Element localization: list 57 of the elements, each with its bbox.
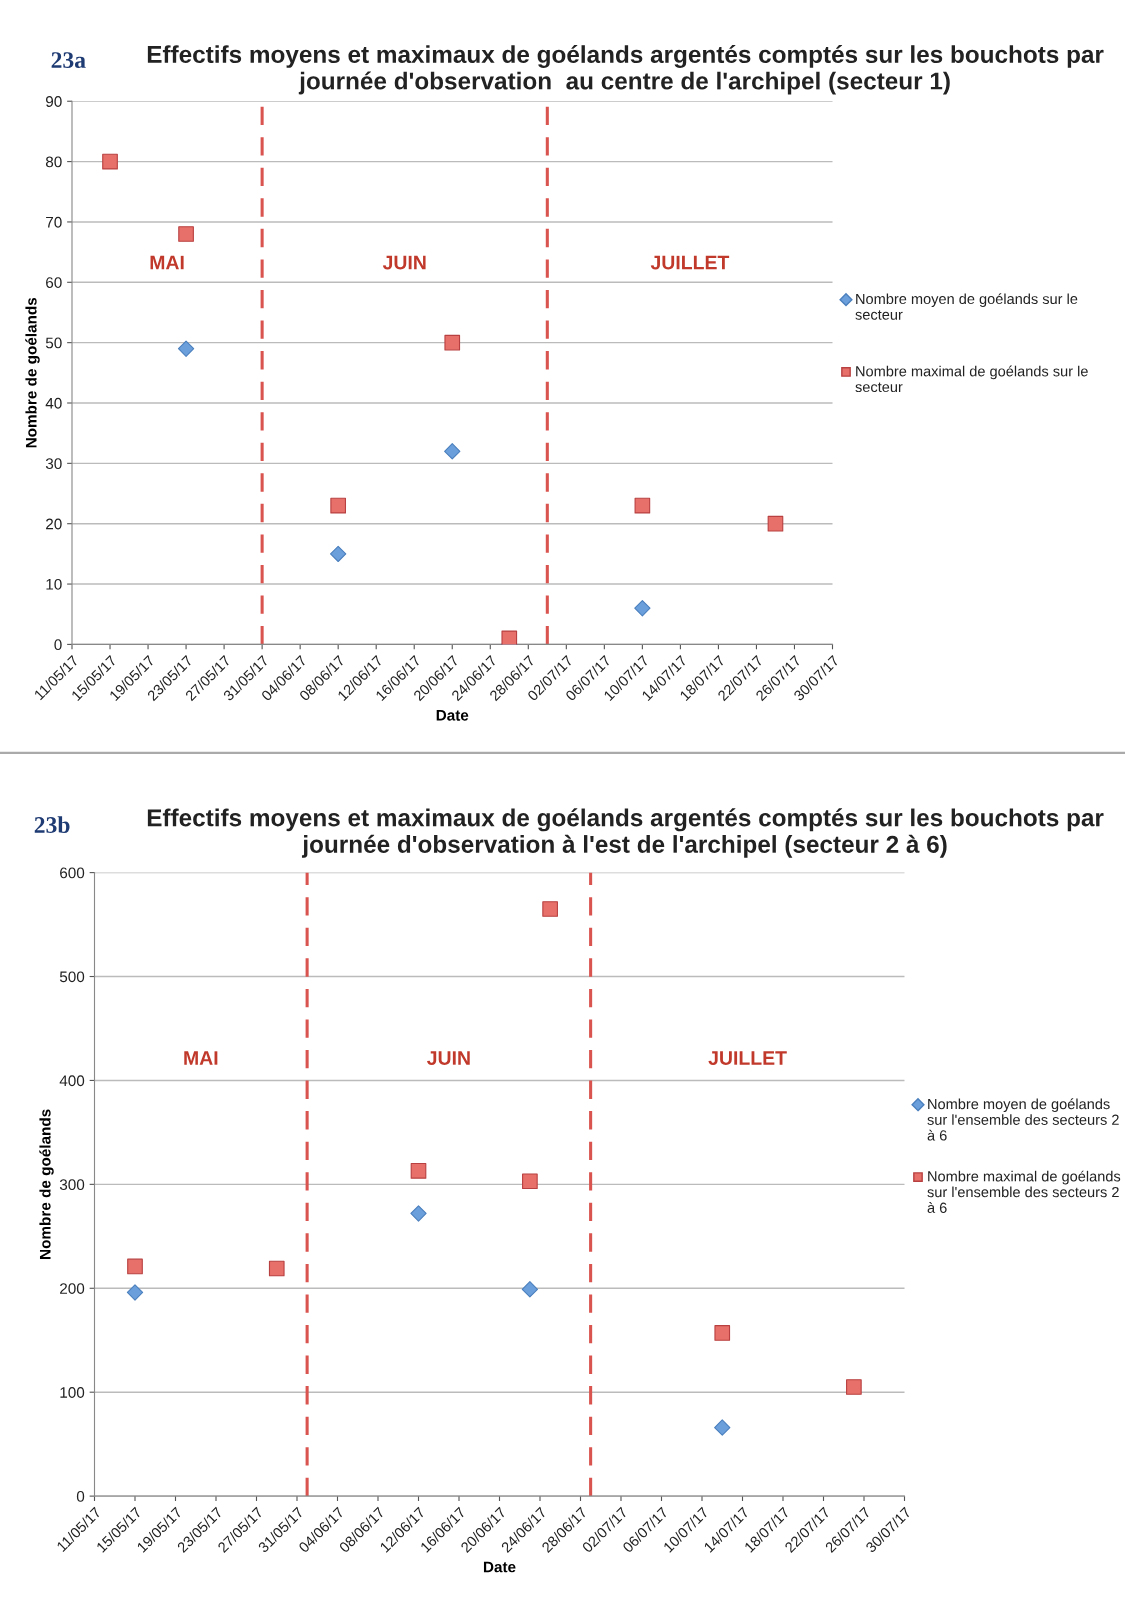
point [410, 1163, 427, 1179]
point [444, 443, 461, 460]
point [177, 340, 195, 357]
y-tick-label: 200 [60, 1283, 85, 1294]
point [634, 600, 651, 617]
point [330, 545, 347, 563]
point [634, 497, 651, 514]
point [410, 1205, 427, 1222]
point [714, 1325, 731, 1341]
annotation: MAI [150, 255, 184, 270]
text: 23a [51, 52, 86, 69]
y-tick-label: 20 [46, 518, 62, 530]
point [501, 630, 518, 645]
y-tick-label: 400 [59, 1075, 85, 1087]
y-tick-label: 70 [46, 216, 62, 228]
y-axis-title: Nombre de goélands [39, 1109, 54, 1259]
y-tick-label: 60 [46, 277, 62, 288]
legend-label: Nombre moyen de goélands sur le secteur [855, 293, 1078, 320]
y-tick-label: 30 [45, 458, 62, 470]
chart-title: Effectifs moyens et maximaux de goélands argentés comptés sur les bouchots par journée d'observation au centre de l'archipel (secteur 1) [147, 45, 1104, 95]
point [522, 1173, 538, 1190]
text: 23b [34, 816, 70, 833]
point [268, 1260, 285, 1277]
annotation: JUILLET [650, 255, 730, 270]
point [178, 226, 194, 242]
point [846, 1379, 862, 1395]
annotation: JUIN [427, 1051, 470, 1065]
point [521, 1281, 539, 1298]
point [126, 1284, 144, 1301]
point [767, 515, 784, 532]
point [102, 153, 118, 170]
point [444, 334, 461, 351]
y-tick-label: 10 [46, 578, 62, 590]
y-tick-label: 500 [59, 971, 85, 983]
y-tick-label: 80 [45, 156, 62, 168]
legend-label: Nombre moyen de goélands sur l'ensemble des secteurs 2 à 6 [927, 1098, 1119, 1141]
y-tick-label: 0 [76, 1490, 85, 1502]
y-tick-label: 600 [60, 867, 85, 879]
point [714, 1419, 731, 1436]
annotation: JUIN [382, 255, 426, 270]
y-axis-title: Nombre de goélands [25, 297, 40, 448]
point [330, 497, 347, 514]
point [542, 901, 558, 917]
x-axis-title: Date [436, 709, 469, 721]
x-axis-title: Date [483, 1561, 516, 1573]
legend-label: Nombre maximal de goélands sur le secteur [855, 365, 1088, 393]
y-tick-label: 100 [60, 1387, 85, 1398]
y-tick-label: 50 [45, 337, 62, 349]
legend-label: Nombre maximal de goélands sur l'ensemble des secteurs 2 à 6 [927, 1170, 1121, 1213]
annotation: JUILLET [708, 1051, 787, 1065]
chart-title: Effectifs moyens et maximaux de goélands argentés comptés sur les bouchots par journée d'observation à l'est de l'archipel (secteur 2 à 6) [147, 808, 1104, 858]
y-tick-label: 40 [45, 397, 62, 409]
y-tick-label: 300 [59, 1179, 85, 1191]
y-tick-label: 0 [54, 639, 62, 651]
annotation: MAI [184, 1051, 218, 1065]
y-tick-label: 90 [46, 96, 62, 107]
point [127, 1258, 143, 1275]
